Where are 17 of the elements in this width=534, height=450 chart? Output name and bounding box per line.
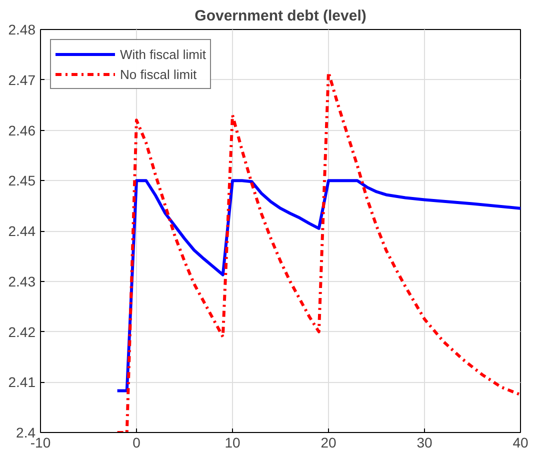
legend-label: No fiscal limit	[120, 66, 197, 82]
y-tick-label: 2.43	[8, 273, 36, 290]
y-tick-label: 2.42	[8, 324, 36, 340]
x-tick-label: 0	[132, 434, 141, 450]
x-tick-label: 20	[320, 434, 336, 450]
x-tick-label: 30	[416, 434, 432, 450]
y-tick-label: 2.4	[16, 424, 36, 440]
y-tick-label: 2.47	[8, 72, 36, 88]
y-tick-label: 2.44	[8, 223, 36, 239]
y-tick-label: 2.48	[8, 22, 36, 38]
y-tick-label: 2.41	[8, 374, 36, 390]
y-tick-label: 2.45	[8, 172, 36, 189]
x-tick-label: 40	[512, 434, 528, 450]
chart-title: Government debt (level)	[194, 8, 366, 24]
y-tick-label: 2.46	[8, 122, 36, 138]
x-tick-label: 10	[224, 434, 240, 450]
legend-label: With fiscal limit	[120, 46, 206, 62]
